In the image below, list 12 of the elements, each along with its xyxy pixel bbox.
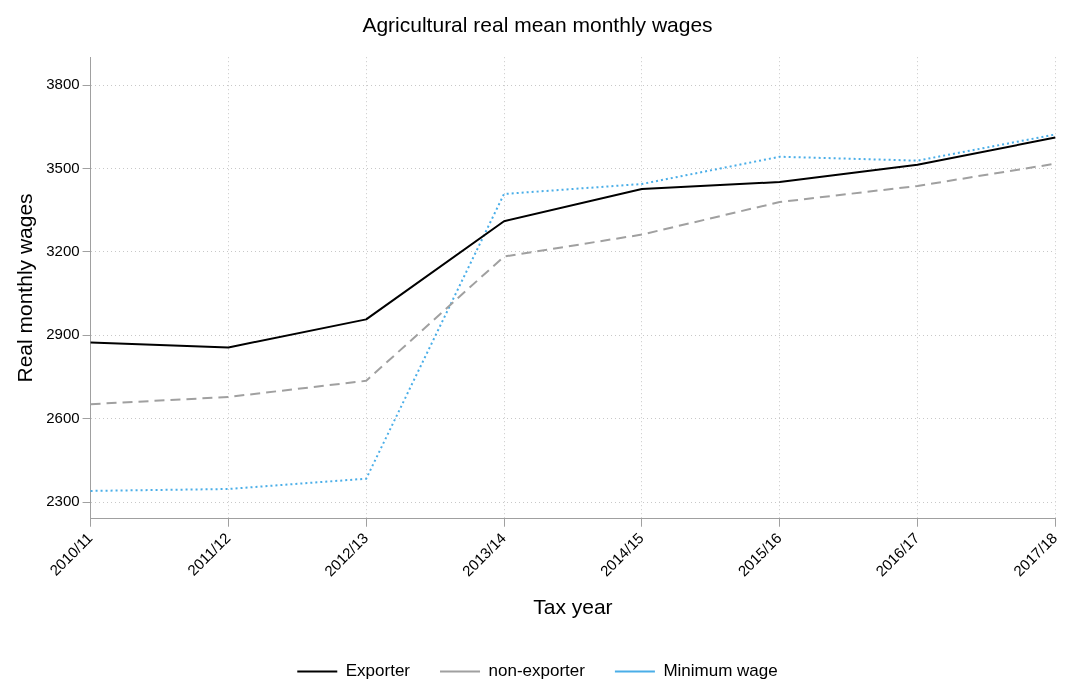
x-axis-title: Tax year: [533, 595, 613, 619]
y-tick-label: 2600: [46, 408, 80, 426]
y-tick-label: 2300: [46, 492, 80, 510]
legend-label: non-exporter: [488, 661, 586, 681]
chart-title: Agricultural real mean monthly wages: [362, 13, 713, 37]
y-tick-label: 3200: [46, 241, 80, 259]
legend-label: Minimum wage: [663, 661, 778, 681]
legend-label: Exporter: [345, 661, 411, 681]
y-tick-label: 3800: [46, 75, 80, 93]
y-tick-label: 2900: [46, 325, 80, 343]
y-axis-title: Real monthly wages: [13, 193, 37, 383]
y-tick-label: 3500: [46, 158, 80, 176]
